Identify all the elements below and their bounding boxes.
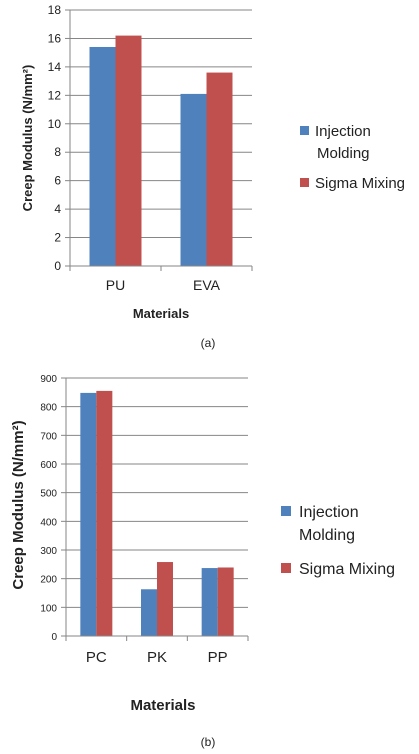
bars (80, 390, 234, 636)
y-tick-label: 16 (48, 31, 62, 45)
figure-caption-b: (b) (201, 735, 216, 749)
y-tick-label: 10 (48, 117, 62, 131)
legend-swatch-injection-molding (300, 126, 309, 135)
y-tick-label: 12 (48, 88, 62, 102)
y-tick-label: 200 (40, 575, 57, 586)
x-tick-marks (65, 636, 249, 641)
category-label-pc: PC (86, 649, 107, 666)
legend-label-injection-line2: Molding (317, 145, 370, 162)
legend-swatch-sigma-mixing (300, 178, 309, 187)
y-tick-label: 6 (54, 174, 61, 188)
category-label-pk: PK (147, 649, 167, 666)
bar-pc-injection-molding (80, 392, 97, 636)
legend-label-injection-line1: Injection (315, 123, 371, 140)
y-tick-label: 100 (40, 603, 57, 614)
legend-swatch-sigma-mixing (281, 563, 291, 573)
legend-label-sigma-mixing: Sigma Mixing (315, 175, 405, 192)
bar-pk-sigma-mixing (157, 562, 173, 636)
chart-a: 0 2 4 6 8 10 12 14 16 18 PU EVA Materials Creep Mo… (20, 3, 405, 350)
y-tick-label: 300 (40, 546, 57, 557)
legend-label-injection-line1: Injection (299, 504, 359, 521)
y-tick-label: 400 (40, 517, 57, 528)
bar-pp-injection-molding (201, 568, 218, 636)
y-tick-label: 600 (40, 460, 57, 471)
bar-pp-sigma-mixing (217, 567, 234, 636)
bar-pu-injection-molding (89, 46, 116, 266)
y-tick-label: 900 (40, 374, 57, 385)
chart-b: 0 100 200 300 400 500 600 700 800 900 PC PK PP Mate… (10, 374, 395, 749)
bar-pu-sigma-mixing (115, 35, 142, 266)
category-labels: PC PK PP (86, 649, 228, 666)
bar-eva-injection-molding (180, 93, 207, 267)
category-label-pu: PU (106, 277, 125, 293)
y-tick-label: 500 (40, 489, 57, 500)
y-axis-title: Creep Modulus (N/mm²) (10, 420, 27, 589)
y-tick-label: 4 (54, 202, 61, 216)
y-tick-label: 18 (48, 3, 62, 17)
legend-swatch-injection-molding (281, 506, 291, 516)
y-tick-labels: 0 100 200 300 400 500 600 700 800 900 (40, 374, 57, 643)
bar-pk-injection-molding (141, 589, 157, 636)
y-axis-title: Creep Modulus (N/mm²) (20, 65, 35, 212)
x-axis-title: Materials (133, 306, 189, 321)
category-label-pp: PP (208, 649, 228, 666)
category-labels: PU EVA (106, 277, 221, 293)
y-tick-label: 0 (54, 259, 61, 273)
bars (89, 35, 233, 267)
category-label-eva: EVA (193, 277, 221, 293)
y-tick-label: 700 (40, 431, 57, 442)
y-tick-label: 2 (54, 231, 61, 245)
y-tick-labels: 0 2 4 6 8 10 12 14 16 18 (48, 3, 62, 273)
y-tick-label: 800 (40, 403, 57, 414)
y-tick-label: 14 (48, 60, 62, 74)
x-tick-marks (69, 266, 253, 271)
y-tick-label: 0 (51, 632, 57, 643)
legend-label-injection-line2: Molding (299, 527, 355, 544)
legend-label-sigma-mixing: Sigma Mixing (299, 561, 395, 578)
x-axis-title: Materials (130, 697, 195, 714)
figure-caption-a: (a) (201, 336, 216, 350)
bar-eva-sigma-mixing (206, 72, 233, 266)
bar-pc-sigma-mixing (96, 390, 113, 636)
y-tick-label: 8 (54, 145, 61, 159)
